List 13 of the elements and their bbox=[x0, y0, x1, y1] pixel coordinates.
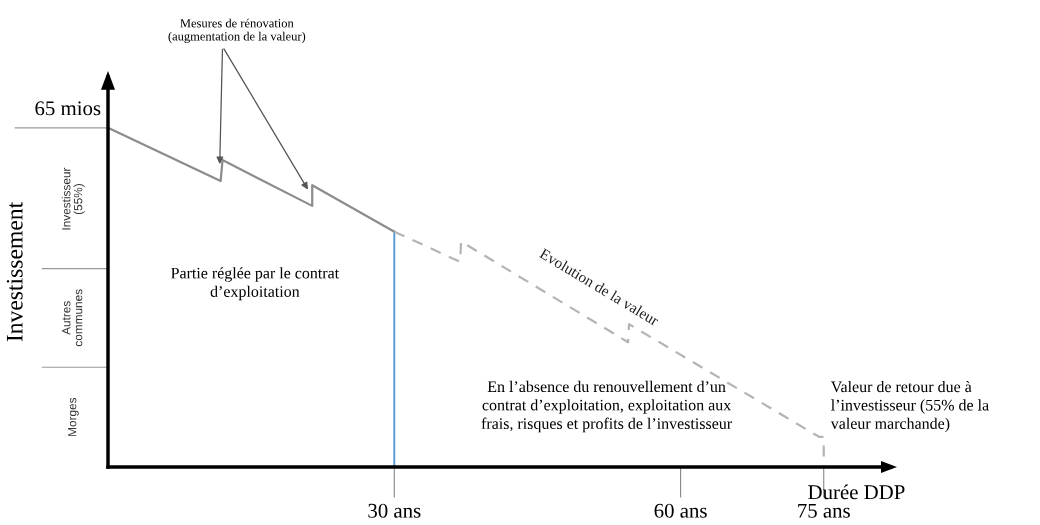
annotation: 65 mios bbox=[35, 101, 101, 116]
text: Autres communes bbox=[62, 289, 83, 347]
x-axis-title: Durée DDP bbox=[808, 484, 905, 500]
text: Morges bbox=[68, 397, 79, 436]
x-tick-label: 30 ans bbox=[368, 503, 421, 518]
annotation: En l’absence du renouvellement d’un contrat d’exploitation, exploitation aux frais, risques et profits de l’investisseur bbox=[481, 380, 732, 433]
annotation: Mesures de rénovation (augmentation de la valeur) bbox=[168, 18, 306, 44]
y-axis-title: Investissement bbox=[6, 201, 23, 342]
annotation: Valeur de retour due à l’investisseur (55% de la valeur marchande) bbox=[830, 380, 989, 433]
x-tick-label: 60 ans bbox=[654, 503, 707, 518]
annotation: Partie réglée par le contrat d’exploitation bbox=[171, 267, 340, 301]
text: Investisseur (55%) bbox=[61, 167, 85, 230]
x-tick-label: 75 ans bbox=[798, 503, 850, 518]
